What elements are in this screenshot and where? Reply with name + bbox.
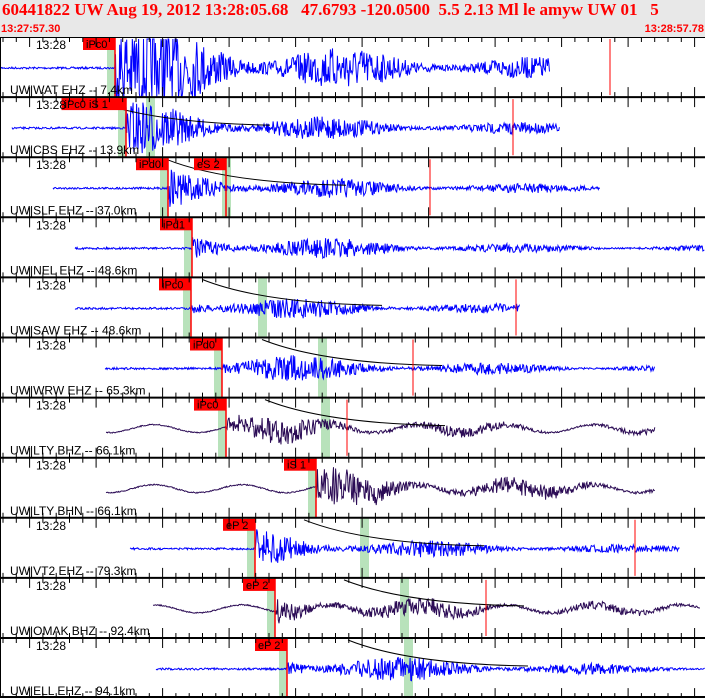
p-window [184,217,192,278]
tick-label: 13:28 [36,579,66,593]
tick-label: 13:28 [36,519,66,533]
waveform-trace [74,298,520,319]
pick-flag[interactable] [284,458,316,471]
p-window [267,577,275,638]
p-window [247,517,255,578]
channel-label: UW|WAT EHZ -- 7.4km [10,83,133,97]
channel-panel[interactable]: iPc0 13:28 UW|SAW EHZ -- 48.6km [0,276,705,338]
pick-label: eP 2 [246,580,268,592]
channel-panel[interactable]: iPc0 13:28 UW|LTY BHZ -- 66.1km [0,396,705,458]
tick-label: 13:28 [36,339,66,353]
waveform-trace [152,597,701,624]
tick-label: 13:28 [36,158,66,172]
waveform-trace [155,656,705,682]
pick-label: eP 2 [258,640,280,652]
pick-flag[interactable] [223,518,255,531]
tick-label: 13:28 [36,639,66,653]
tick-label: 13:28 [36,98,66,112]
channel-label: UW|NEL EHZ -- 48.6km [10,263,137,277]
pick-label: iPc0 [162,279,183,291]
coda-curve [261,339,443,366]
pick-label: iPc0 [197,400,218,412]
channel-panel[interactable]: iPc0 iS 113:28 UW|CBS EHZ -- 13.9km [0,96,705,158]
channel-panel[interactable]: iPc0 13:28 UW|WAT EHZ -- 7.4km [0,37,705,99]
end-time: 13:28:57.78 [644,23,704,35]
channel-label: UW|LTY BHN -- 66.1km [10,504,137,518]
pick-flag[interactable] [160,218,192,231]
coda-curve [347,639,529,667]
pick-label: iPc0 iS 1 [65,99,108,111]
pick-label: iPc0 [86,39,107,51]
channel-panel[interactable]: iPd0 13:28 UW|WRW EHZ -- 65.3km [0,336,705,398]
channel-panel[interactable]: iPd1 13:28 UW|NEL EHZ -- 48.6km [0,216,705,278]
channel-label: UW|WRW EHZ -- 65.3km [10,384,146,398]
waveform-trace [0,38,550,99]
p-window [118,97,126,158]
event-header: 60441822 UW Aug 19, 2012 13:28:05.68 47.… [0,0,705,37]
pick-label: iPd1 [163,219,185,231]
tick-label: 13:28 [36,278,66,292]
p-window [183,277,191,338]
tick-label: 13:28 [36,459,66,473]
pick-flag[interactable] [190,338,222,351]
channel-label: UW|SLF EHZ -- 37.0km [10,203,136,217]
channel-panel[interactable]: eP 2 13:28 UW|ELL EHZ -- 94.1km [0,637,705,698]
pick-flag[interactable] [255,639,287,651]
p-window [160,157,168,218]
p-window [107,37,115,98]
channel-label: UW|SAW EHZ -- 48.6km [10,324,141,338]
channel-label: UW|VT2 EHZ -- 79.3km [10,564,136,578]
waveform-trace [104,355,655,381]
pick-flag[interactable] [136,158,168,171]
coda-curve [303,519,485,547]
channel-panel[interactable]: eP 2 13:28 UW|OMAK BHZ -- 92.4km [0,576,705,638]
pick-label: iS 1 [287,460,306,472]
channel-panel[interactable]: iS 1 13:28 UW|LTY BHN -- 66.1km [0,456,705,518]
channel-label: UW|LTY BHZ -- 66.1km [10,444,135,458]
waveform-trace [105,414,656,445]
event-title: 60441822 UW Aug 19, 2012 13:28:05.68 47.… [2,0,659,19]
pick-flag[interactable] [243,578,275,591]
pick-label: iPd0 [139,159,161,171]
waveform-trace [105,467,655,506]
tick-label: 13:28 [36,218,66,232]
waveform-trace [129,529,680,563]
channel-label: UW|ELL EHZ -- 94.1km [10,684,135,698]
p-window [279,638,287,698]
channel-label: UW|OMAK BHZ -- 92.4km [10,624,150,638]
tick-label: 13:28 [36,38,66,52]
waveform-trace [74,237,705,260]
coda-curve [343,579,525,607]
s-window [321,397,330,458]
start-time: 13:27:57.30 [1,23,61,35]
tick-label: 13:28 [36,399,66,413]
pick-flag[interactable] [159,278,191,291]
coda-curve [201,278,383,306]
pick-label: iPd0 [193,340,215,352]
waveform-trace [52,169,601,207]
channel-label: UW|CBS EHZ -- 13.9km [10,143,139,157]
waveform-trace [11,102,560,154]
coda-curve [264,399,446,427]
coda-curve [165,158,347,186]
s-window [146,97,155,158]
pick-flag[interactable] [83,38,115,50]
